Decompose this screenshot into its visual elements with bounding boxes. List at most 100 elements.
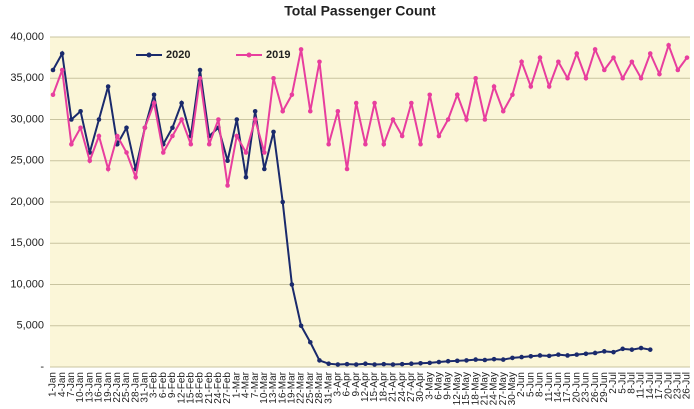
x-tick-label: 9-May	[443, 372, 454, 400]
data-point	[629, 347, 635, 352]
x-tick-label: 8-Jun	[535, 372, 546, 397]
x-tick-label: 21-Feb	[204, 372, 215, 404]
data-point	[556, 59, 561, 65]
x-tick-label: 3-Feb	[149, 372, 160, 399]
data-point	[409, 361, 414, 367]
data-point	[620, 75, 625, 81]
y-tick-label: 20,000	[10, 196, 44, 208]
data-point	[87, 158, 93, 164]
data-point	[344, 361, 350, 367]
data-point	[335, 362, 341, 367]
x-tick-label: 22-Jan	[112, 372, 123, 403]
data-point	[78, 108, 83, 114]
data-point	[464, 117, 469, 122]
data-point	[151, 92, 157, 98]
data-point	[574, 352, 580, 357]
x-tick-label: 11-Jul	[636, 372, 647, 399]
data-point	[556, 352, 561, 357]
data-point	[170, 133, 175, 139]
x-tick-label: 6-Apr	[342, 371, 353, 396]
data-point	[326, 141, 331, 147]
data-point	[124, 125, 129, 131]
data-point	[647, 51, 653, 56]
y-tick-label: 5,000	[16, 320, 44, 332]
y-tick-label: 35,000	[10, 72, 44, 84]
data-point	[611, 55, 616, 60]
x-tick-label: 20-Jul	[663, 372, 674, 399]
data-point	[160, 150, 166, 155]
data-point	[620, 346, 625, 352]
x-tick-label: 2-Jun	[516, 372, 527, 397]
data-point	[482, 357, 488, 363]
data-point	[262, 150, 267, 155]
data-point	[482, 117, 488, 122]
data-point	[317, 59, 322, 65]
data-point	[574, 51, 580, 56]
data-point	[124, 150, 129, 155]
data-point	[500, 357, 506, 362]
x-tick-label: 18-May	[470, 372, 481, 405]
data-point	[271, 129, 276, 135]
data-point	[592, 350, 598, 356]
data-point	[399, 361, 405, 367]
data-point	[151, 100, 157, 106]
x-tick-label: 14-Jul	[645, 372, 656, 399]
data-point	[252, 108, 258, 114]
data-point	[583, 351, 589, 357]
data-point	[50, 92, 56, 98]
data-point	[454, 358, 460, 364]
data-point	[289, 92, 295, 98]
y-tick-label: 30,000	[10, 113, 44, 125]
data-point	[445, 358, 451, 364]
data-point	[225, 158, 230, 164]
data-point	[565, 353, 570, 358]
data-point	[657, 71, 662, 77]
x-tick-label: 24-Feb	[213, 372, 224, 404]
x-tick-label: 12-May	[452, 372, 463, 405]
data-point	[638, 345, 644, 351]
data-point	[418, 360, 423, 366]
x-tick-label: 12-Apr	[360, 371, 371, 402]
y-tick-label: 25,000	[10, 155, 44, 167]
x-tick-label: 3-Apr	[332, 371, 343, 396]
legend-label: 2019	[266, 49, 290, 61]
data-point	[133, 174, 138, 180]
x-tick-label: 31-Mar	[323, 371, 334, 403]
x-tick-label: 26-Jun	[590, 372, 601, 403]
data-point	[491, 356, 497, 362]
data-point	[445, 117, 451, 122]
x-tick-label: 27-Apr	[406, 371, 417, 402]
data-point	[565, 75, 570, 81]
y-tick-label: 40,000	[10, 31, 44, 43]
data-point	[206, 141, 212, 147]
data-point	[225, 183, 230, 188]
x-tick-label: 30-May	[507, 372, 518, 405]
x-tick-label: 20-Jun	[571, 372, 582, 403]
x-tick-label: 10-Mar	[259, 371, 270, 403]
data-point	[179, 100, 184, 106]
data-point	[546, 353, 552, 359]
data-point	[96, 117, 102, 122]
x-tick-label: 26-Jul	[682, 372, 693, 399]
data-point	[59, 51, 65, 56]
data-point	[289, 282, 295, 287]
x-tick-label: 23-Jul	[672, 372, 683, 399]
chart-title: Total Passenger Count	[284, 3, 436, 19]
x-tick-label: 6-Feb	[158, 372, 169, 399]
data-point	[372, 362, 377, 367]
data-point	[638, 75, 644, 81]
data-point	[262, 166, 267, 172]
data-point	[335, 108, 341, 114]
x-tick-label: 28-Jan	[130, 372, 141, 403]
data-point	[500, 108, 506, 114]
data-point	[197, 67, 203, 73]
x-tick-label: 15-Apr	[369, 371, 380, 402]
data-point	[427, 360, 433, 366]
data-point	[170, 125, 175, 131]
data-point	[381, 361, 387, 367]
data-point	[243, 150, 249, 155]
data-point	[583, 75, 589, 81]
x-tick-label: 17-Jul	[654, 372, 665, 399]
data-point	[510, 92, 515, 98]
